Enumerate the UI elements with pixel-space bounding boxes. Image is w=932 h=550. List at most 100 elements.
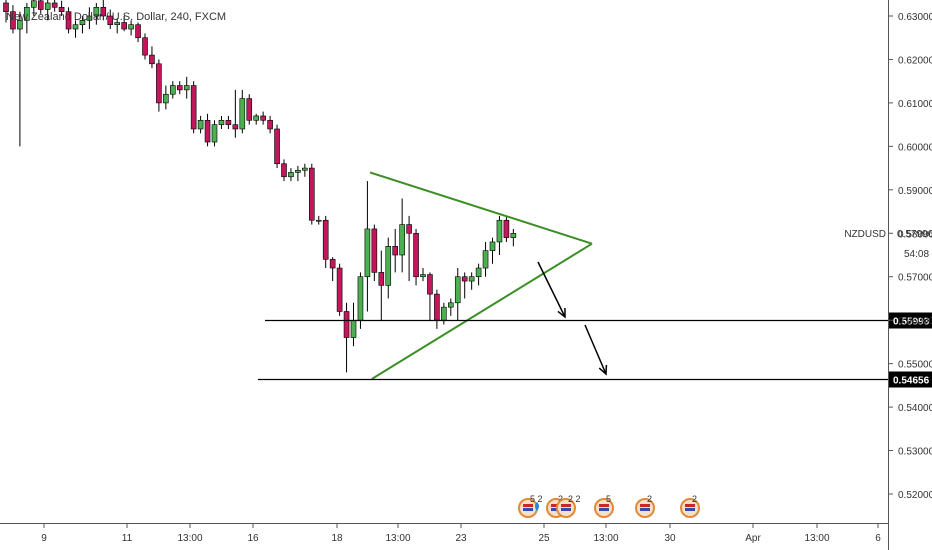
bear-candle-body xyxy=(378,272,385,286)
bear-candle-body xyxy=(267,119,273,130)
bear-candle-body xyxy=(156,63,162,104)
flag-stripe xyxy=(561,508,571,511)
bear-candle-body xyxy=(461,276,468,282)
bear-candle-body xyxy=(3,2,9,12)
bull-candle-body xyxy=(72,24,79,30)
event-marker-icon xyxy=(535,502,539,511)
economic-event-badge[interactable]: 2 xyxy=(680,494,700,518)
economic-event-badge[interactable]: 2 xyxy=(635,494,655,518)
bull-candle-body xyxy=(30,0,37,8)
candle xyxy=(267,115,273,134)
economic-event-badge[interactable]: 2 2 xyxy=(556,494,581,518)
candlestick-series xyxy=(3,0,517,373)
horizontal-levels: 0.55993 0.54656 xyxy=(258,312,932,388)
candle xyxy=(190,81,197,134)
bull-candle-body xyxy=(163,93,169,104)
event-count: 2 2 xyxy=(568,494,581,504)
bear-candle-body xyxy=(343,311,350,338)
bull-candle-body xyxy=(364,228,371,278)
event-count: 5 2 xyxy=(530,494,543,504)
bear-candle-body xyxy=(322,219,329,260)
bear-candle-body xyxy=(308,167,315,221)
candle xyxy=(302,163,308,177)
event-count: 2 xyxy=(692,494,697,504)
economic-event-badge[interactable]: 5 xyxy=(594,494,614,518)
candle xyxy=(93,2,100,25)
candle xyxy=(204,113,211,147)
candle xyxy=(51,0,58,12)
flag-stripe xyxy=(561,504,571,507)
bear-candle-body xyxy=(225,119,232,125)
time-axis[interactable]: 9 11 13:00 16 18 13:00 23 25 13:00 30 Apr 13:00 6 xyxy=(41,523,881,544)
bear-candle-body xyxy=(406,224,412,234)
candle xyxy=(427,272,433,321)
candle xyxy=(142,33,148,60)
level-price-label: 0.55993 xyxy=(893,317,930,328)
event-count: 2 xyxy=(647,494,652,504)
bear-candle-body xyxy=(121,22,127,30)
candle xyxy=(3,0,9,23)
flag-stripe xyxy=(685,504,695,507)
bull-candle-body xyxy=(350,319,357,338)
candle xyxy=(100,0,107,21)
bear-candle-body xyxy=(100,7,107,17)
candle xyxy=(461,272,468,299)
level-price-tag xyxy=(889,312,932,329)
bear-candle-body xyxy=(392,246,399,256)
bull-candle-body xyxy=(295,169,301,173)
candle xyxy=(336,263,343,316)
level-price-tag xyxy=(889,371,932,388)
candle xyxy=(496,215,503,255)
bear-candle-body xyxy=(329,259,336,269)
bull-candle-body xyxy=(86,15,93,21)
bear-candle-body xyxy=(176,85,183,91)
candle xyxy=(413,228,419,286)
candle xyxy=(475,263,482,286)
candle xyxy=(350,302,357,347)
candle xyxy=(197,115,204,134)
candle xyxy=(510,228,517,247)
price-axis[interactable]: 0.63000 0.62000 0.61000 0.60000 0.59000 0.580… xyxy=(888,12,932,501)
candle xyxy=(434,289,440,329)
bull-candle-body xyxy=(17,20,23,30)
time-tick-label: 13:00 xyxy=(177,533,202,544)
candle xyxy=(392,228,399,273)
candle xyxy=(447,298,454,316)
time-tick-label: 18 xyxy=(331,533,343,544)
breakdown-arrow-1 xyxy=(537,261,566,318)
last-price-label: 0.57996 xyxy=(897,229,932,240)
bear-candle-body xyxy=(427,274,433,295)
candle xyxy=(17,11,23,147)
candle xyxy=(163,85,169,110)
bull-candle-body xyxy=(447,302,454,308)
candle xyxy=(399,198,405,273)
price-tick-label: 0.62000 xyxy=(898,55,932,66)
bear-candle-body xyxy=(10,11,16,30)
flag-stripe xyxy=(685,508,695,511)
economic-event-badge[interactable]: 5 2 xyxy=(518,494,543,518)
bull-candle-body xyxy=(253,115,259,121)
candle xyxy=(253,113,259,125)
bull-candle-body xyxy=(510,232,517,238)
candle xyxy=(454,268,461,321)
candle xyxy=(44,0,51,21)
candle xyxy=(489,237,496,264)
candle xyxy=(420,268,426,282)
bull-candle-body xyxy=(420,274,426,278)
candle xyxy=(274,124,280,169)
triangle-lower-line xyxy=(371,242,593,380)
time-tick-label: 9 xyxy=(41,533,47,544)
bull-candle-body xyxy=(197,119,204,130)
bull-candle-body xyxy=(24,7,30,21)
bear-candle-body xyxy=(336,267,343,312)
candle xyxy=(322,215,329,269)
candle xyxy=(211,120,218,147)
svg-text:0.57996: 0.57996 xyxy=(897,229,932,240)
bull-candle-body xyxy=(475,267,482,278)
triangle-upper-line xyxy=(369,171,593,245)
breakdown-arrow-1-head xyxy=(557,307,566,319)
candle xyxy=(288,168,294,182)
event-badges[interactable]: 5 2 2 2 2 5 2 2 xyxy=(518,494,700,518)
bear-candle-body xyxy=(51,2,58,8)
